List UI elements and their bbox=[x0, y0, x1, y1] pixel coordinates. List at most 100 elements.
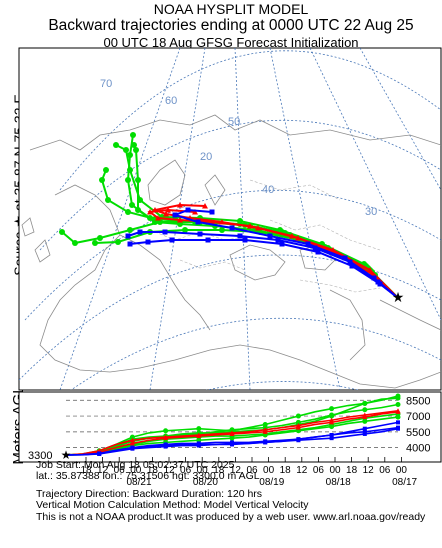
map-frame bbox=[18, 47, 442, 391]
profile-series bbox=[65, 393, 401, 456]
x-tick-label: 18 bbox=[213, 465, 225, 476]
model-title: NOAA HYSPLIT MODEL bbox=[153, 1, 309, 17]
trajectory-paths bbox=[59, 132, 399, 299]
lat-label: 60 bbox=[165, 95, 177, 107]
height-point bbox=[396, 420, 400, 425]
y-tick-label: 4000 bbox=[406, 443, 430, 455]
date-label: 08/19 bbox=[259, 477, 284, 488]
trajectory-marker bbox=[277, 227, 283, 233]
trajectory-marker bbox=[349, 263, 355, 269]
height-point bbox=[329, 433, 334, 437]
trajectory-marker bbox=[219, 227, 225, 233]
trajectory-line bbox=[129, 239, 399, 299]
height-point bbox=[296, 438, 301, 443]
lat-label: 70 bbox=[100, 78, 112, 90]
disclaimer-text: This is not a NOAA product.It was produc… bbox=[36, 510, 426, 523]
trajectory-marker bbox=[59, 229, 65, 235]
trajectory-marker bbox=[229, 225, 235, 231]
trajectory-marker bbox=[371, 275, 377, 281]
height-point bbox=[130, 446, 135, 451]
trajectory-marker bbox=[131, 142, 137, 148]
latitude-labels: 70 60 50 40 30 20 bbox=[100, 78, 377, 218]
height-point bbox=[196, 426, 202, 432]
x-tick-label: 12 bbox=[163, 465, 175, 476]
trajectory-marker bbox=[367, 267, 373, 273]
trajectory-marker bbox=[135, 177, 141, 183]
x-tick-label: 06 bbox=[180, 465, 192, 476]
x-tick-label: 06 bbox=[379, 465, 391, 476]
trajectory-marker bbox=[105, 197, 111, 203]
lat-label: 20 bbox=[200, 151, 212, 163]
trajectory-marker bbox=[192, 209, 198, 215]
x-tick-label: 18 bbox=[80, 465, 92, 476]
height-point bbox=[362, 426, 367, 431]
trajectory-marker bbox=[147, 209, 153, 215]
x-tick-label: 00 bbox=[396, 465, 408, 476]
trajectory-marker bbox=[127, 227, 133, 233]
coastlines bbox=[21, 114, 441, 389]
height-point bbox=[230, 441, 234, 446]
height-point bbox=[262, 429, 268, 434]
trajectory-marker bbox=[129, 202, 135, 208]
trajectory-marker bbox=[312, 245, 318, 251]
trajectory-marker bbox=[125, 233, 131, 239]
trajectory-marker bbox=[125, 209, 131, 215]
height-series-blue bbox=[65, 426, 400, 456]
trajectory-marker bbox=[137, 229, 143, 235]
height-point bbox=[329, 436, 334, 441]
trajectory-marker bbox=[205, 237, 211, 243]
trajectory-blue bbox=[127, 237, 399, 299]
height-point bbox=[229, 427, 235, 433]
trajectory-marker bbox=[123, 147, 129, 153]
y-tick-label: 7000 bbox=[406, 411, 430, 423]
trajectory-line bbox=[171, 208, 399, 299]
height-point bbox=[396, 426, 400, 431]
date-label: 08/18 bbox=[326, 477, 351, 488]
height-point bbox=[129, 434, 135, 440]
trajectory-marker bbox=[137, 197, 143, 203]
profile-gridlines bbox=[66, 399, 398, 448]
trajectory-marker bbox=[165, 207, 171, 213]
trajectory-marker bbox=[92, 240, 98, 246]
trajectory-marker bbox=[342, 255, 348, 261]
trajectory-marker bbox=[267, 233, 273, 239]
height-point bbox=[97, 451, 102, 456]
lat-label: 40 bbox=[262, 184, 274, 196]
trajectory-marker bbox=[237, 233, 243, 239]
trajectory-marker bbox=[172, 212, 178, 218]
y-tick-label: 8500 bbox=[406, 395, 430, 407]
height-point bbox=[329, 419, 335, 425]
height-point bbox=[229, 435, 235, 441]
height-point bbox=[362, 400, 368, 406]
trajectory-marker bbox=[202, 203, 208, 209]
height-point bbox=[163, 443, 168, 448]
date-label: 08/21 bbox=[126, 477, 151, 488]
trajectory-marker bbox=[305, 241, 311, 247]
x-tick-label: 18 bbox=[346, 465, 358, 476]
trajectory-marker bbox=[195, 219, 201, 225]
trajectory-blue bbox=[171, 207, 399, 299]
trajectory-marker bbox=[155, 215, 161, 221]
trajectory-marker bbox=[99, 177, 105, 183]
height-point bbox=[395, 414, 401, 420]
height-point bbox=[196, 433, 202, 439]
height-point bbox=[196, 442, 201, 447]
trajectory-marker bbox=[289, 233, 295, 239]
trajectory-marker bbox=[169, 237, 175, 243]
source-star: ★ bbox=[392, 289, 405, 305]
x-tick-label: 12 bbox=[230, 465, 242, 476]
y-tick-label: 5500 bbox=[406, 427, 430, 439]
height-point bbox=[229, 431, 235, 436]
trajectory-marker bbox=[127, 167, 133, 173]
latitude-grid bbox=[19, 50, 441, 390]
trajectory-marker bbox=[72, 240, 78, 246]
x-tick-label: 00 bbox=[130, 465, 142, 476]
trajectory-marker bbox=[315, 249, 321, 255]
x-tick-label: 18 bbox=[147, 465, 159, 476]
height-point bbox=[329, 406, 335, 412]
date-label: 08/17 bbox=[392, 477, 417, 488]
lat-label: 30 bbox=[365, 206, 377, 218]
trajectory-marker bbox=[145, 239, 151, 245]
vertical-motion-text: Vertical Motion Calculation Method: Mode… bbox=[36, 499, 309, 512]
